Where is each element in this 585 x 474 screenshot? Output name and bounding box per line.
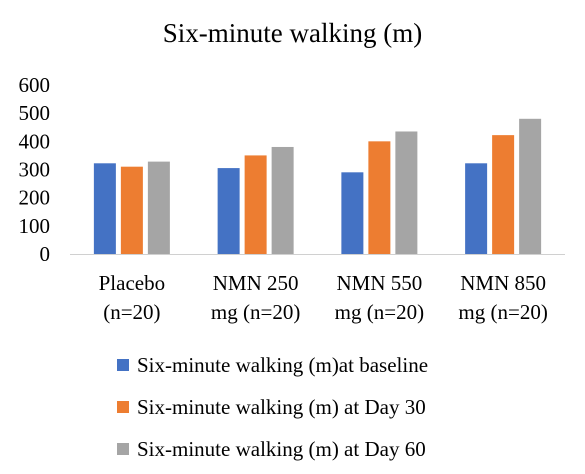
y-tick-label: 600 (19, 73, 51, 97)
legend-swatch-day30 (117, 401, 129, 413)
bar (93, 163, 116, 254)
legend-label-baseline: Six-minute walking (m)at baseline (137, 352, 429, 377)
legend-swatch-day60 (117, 443, 129, 455)
bar (395, 131, 418, 254)
chart-title: Six-minute walking (m) (162, 18, 423, 48)
bar (217, 168, 240, 254)
bar (271, 146, 294, 254)
x-tick-label: mg (n=20) (211, 300, 300, 324)
bar (519, 118, 542, 254)
legend-label-day30: Six-minute walking (m) at Day 30 (137, 394, 426, 419)
bar (492, 135, 515, 254)
legend-label-day60: Six-minute walking (m) at Day 60 (137, 436, 426, 461)
legend-item-day60: Six-minute walking (m) at Day 60 (117, 428, 428, 470)
x-tick-label: NMN 850 (460, 271, 546, 295)
y-tick-label: 500 (19, 101, 51, 125)
bar (244, 155, 267, 254)
bar (465, 163, 488, 254)
y-tick-label: 300 (19, 158, 51, 182)
bar (368, 141, 391, 254)
legend-item-baseline: Six-minute walking (m)at baseline (117, 344, 428, 386)
x-tick-label: NMN 250 (213, 271, 299, 295)
x-tick-label: Placebo (99, 271, 165, 295)
x-tick-label: mg (n=20) (458, 300, 547, 324)
x-tick-label: NMN 550 (336, 271, 422, 295)
bar (147, 161, 170, 254)
y-tick-label: 0 (40, 242, 51, 266)
y-tick-label: 100 (19, 214, 51, 238)
bar (341, 172, 364, 254)
legend-item-day30: Six-minute walking (m) at Day 30 (117, 386, 428, 428)
legend: Six-minute walking (m)at baseline Six-mi… (117, 344, 428, 470)
bar (120, 166, 143, 254)
legend-swatch-baseline (117, 359, 129, 371)
bar-chart: 0 100 200 300 400 500 600 Placebo (n=20) NMN 250 m… (19, 73, 565, 324)
y-tick-label: 400 (19, 129, 51, 153)
y-tick-label: 200 (19, 186, 51, 210)
x-tick-label: mg (n=20) (335, 300, 424, 324)
x-tick-label: (n=20) (103, 300, 160, 324)
